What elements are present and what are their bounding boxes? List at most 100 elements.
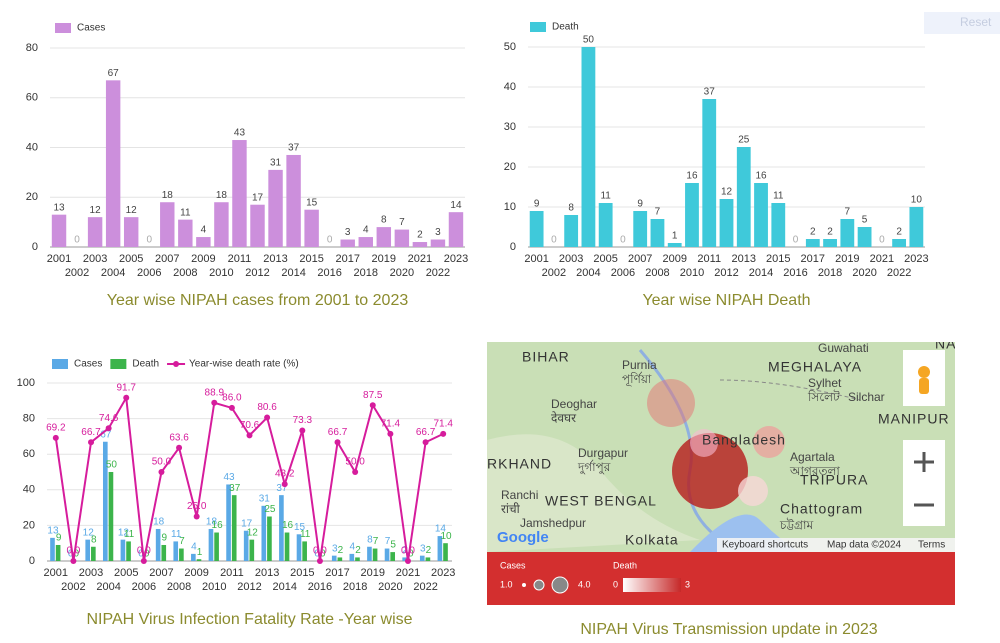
- map-label: Kolkata: [625, 532, 679, 548]
- chart: 0102030405020012002200320042005200620072…: [504, 22, 929, 310]
- line-point: [316, 558, 323, 564]
- bar: [296, 534, 302, 561]
- data-label: 5: [862, 215, 868, 226]
- data-label: 0: [327, 235, 333, 246]
- bar: [857, 227, 872, 247]
- x-tick-label: 2002: [61, 581, 85, 593]
- terms[interactable]: Terms: [918, 540, 945, 551]
- data-label: 9: [534, 199, 540, 210]
- data-label: 2: [896, 227, 902, 238]
- data-label: 7: [655, 207, 661, 218]
- bar: [719, 199, 734, 247]
- line-point: [123, 394, 130, 401]
- data-label: 50: [106, 460, 118, 471]
- reset-label[interactable]: Reset: [960, 15, 992, 29]
- data-label: 18: [153, 517, 165, 528]
- x-tick-label: 2011: [220, 567, 244, 579]
- zoom-in[interactable]: [914, 452, 934, 472]
- bar: [102, 441, 108, 561]
- data-label: 67: [108, 68, 120, 79]
- data-label: 15: [294, 522, 306, 533]
- bar: [91, 546, 96, 561]
- legend-color-max: 3: [685, 579, 690, 589]
- bar: [302, 541, 307, 561]
- data-label: 69.2: [46, 422, 66, 433]
- x-tick-label: 2002: [542, 267, 566, 279]
- line-point: [352, 469, 359, 475]
- map-bubble[interactable]: [690, 429, 718, 457]
- reset-button[interactable]: Reset: [924, 12, 1000, 34]
- map-label: Chattogram: [780, 501, 863, 517]
- data-label: 16: [755, 171, 767, 182]
- x-tick-label: 2022: [426, 267, 450, 279]
- legend-swatch: [110, 359, 127, 369]
- data-label: 15: [306, 197, 318, 208]
- data-label: 11: [180, 207, 191, 218]
- x-tick-label: 2008: [173, 267, 197, 279]
- data-label: 66.7: [81, 427, 101, 438]
- data-label: 11: [171, 529, 182, 540]
- data-label: 8: [367, 534, 373, 545]
- data-label: 7: [373, 536, 379, 547]
- x-tick-label: 2021: [870, 253, 894, 265]
- x-tick-label: 2009: [184, 567, 208, 579]
- chart: 0204060801002001200220032004200520062007…: [17, 359, 456, 629]
- x-tick-label: 2009: [191, 253, 215, 265]
- data-label: 2: [417, 230, 423, 241]
- x-tick-label: 2023: [904, 253, 928, 265]
- legend-label: Year-wise death rate (%): [189, 359, 299, 370]
- x-tick-label: 2014: [749, 267, 773, 279]
- bar: [667, 243, 682, 247]
- bar: [87, 217, 103, 247]
- line-point: [158, 469, 165, 475]
- map-bubble[interactable]: [672, 433, 748, 509]
- x-tick-label: 2013: [263, 253, 287, 265]
- map-bubble[interactable]: [738, 476, 768, 506]
- data-label: 11: [773, 191, 784, 202]
- line-point: [88, 439, 95, 446]
- keyboard-shortcuts[interactable]: Keyboard shortcuts: [722, 540, 808, 551]
- x-tick-label: 2007: [155, 253, 179, 265]
- bar: [120, 539, 126, 561]
- bar: [268, 169, 283, 247]
- chart-title: Year wise NIPAH Death: [642, 292, 810, 309]
- data-label: 7: [179, 536, 185, 547]
- y-tick-label: 20: [26, 191, 38, 203]
- data-label: 4: [363, 225, 369, 236]
- line-point: [70, 558, 77, 564]
- data-label: 8: [568, 203, 574, 214]
- x-tick-label: 2016: [783, 267, 807, 279]
- data-label: 0: [314, 549, 320, 560]
- data-label: 70.6: [240, 420, 260, 431]
- x-tick-label: 2008: [645, 267, 669, 279]
- map-label: RKHAND: [487, 456, 552, 472]
- bar: [50, 537, 55, 561]
- x-tick-label: 2014: [281, 267, 305, 279]
- bar: [685, 183, 699, 247]
- map-title: NIPAH Virus Transmission update in 2023: [580, 621, 877, 638]
- reset-bg[interactable]: [924, 12, 1000, 34]
- bar: [85, 539, 91, 561]
- map-bubble[interactable]: [753, 426, 785, 458]
- x-tick-label: 2006: [137, 267, 161, 279]
- x-tick-label: 2003: [559, 253, 583, 265]
- data-label: 71.4: [433, 419, 453, 430]
- map-bubble[interactable]: [647, 379, 695, 427]
- x-tick-label: 2019: [372, 253, 396, 265]
- data-label: 66.7: [416, 427, 436, 438]
- bar: [267, 516, 272, 561]
- data-label: 0: [73, 549, 79, 560]
- data-label: 25: [738, 135, 750, 146]
- bar: [598, 203, 613, 247]
- map-label: Silchar: [848, 390, 885, 404]
- data-label: 11: [124, 529, 135, 540]
- legend-label: Death: [132, 359, 159, 370]
- data-label: 0.0: [137, 546, 151, 557]
- data-label: 1: [672, 231, 678, 242]
- data-label: 67: [100, 429, 112, 440]
- data-label: 73.3: [293, 415, 313, 426]
- map-label: Ranchi: [501, 488, 538, 502]
- data-label: 16: [212, 520, 224, 531]
